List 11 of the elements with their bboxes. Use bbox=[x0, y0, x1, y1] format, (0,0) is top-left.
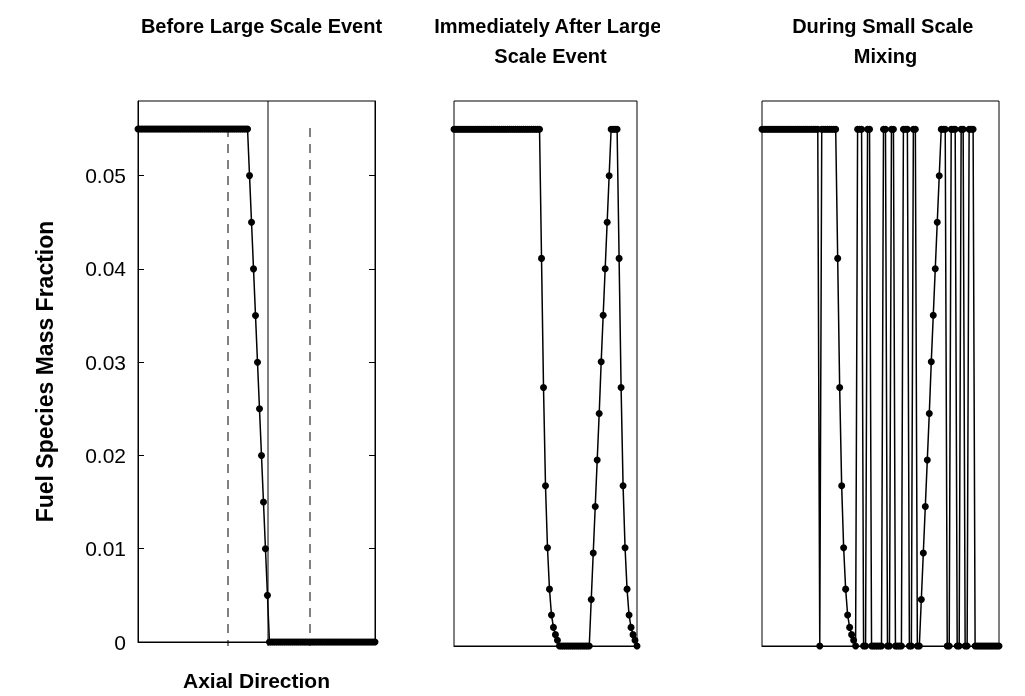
y-tick-label: 0.05 bbox=[85, 164, 126, 188]
y-tick-label: 0.03 bbox=[85, 350, 126, 374]
y-tick-label: 0.02 bbox=[85, 443, 126, 467]
chart-title: During Small Scale Mixing bbox=[792, 15, 979, 67]
chart-title: Immediately After Large Scale Event bbox=[434, 15, 667, 67]
x-axis-title: Axial Direction bbox=[182, 669, 331, 692]
y-tick-label: 0 bbox=[114, 630, 126, 654]
y-tick-label: 0.04 bbox=[85, 257, 127, 281]
chart-title: Before Large Scale Event bbox=[140, 15, 383, 37]
y-tick-label: 0.01 bbox=[85, 537, 126, 561]
y-axis-title: Fuel Species Mass Fraction bbox=[31, 220, 58, 523]
